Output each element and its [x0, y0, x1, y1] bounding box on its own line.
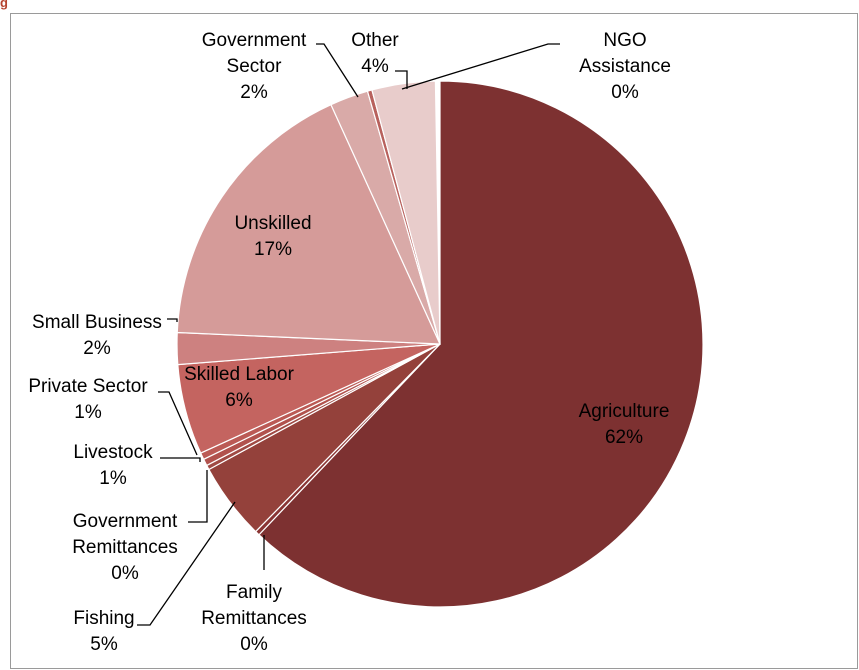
chart-title-fragment: g: [0, 0, 8, 10]
pie-slice-agriculture: [258, 80, 704, 608]
slice-label-skilled-labor: Skilled Labor 6%: [184, 364, 295, 411]
slice-label-agriculture: Agriculture 62%: [579, 401, 670, 448]
leader-line-small-business: [167, 318, 178, 322]
leader-line-government-remittances: [188, 470, 208, 523]
slice-label-ngo-assistance: NGO Assistance 0%: [579, 30, 671, 103]
slice-label-fishing: Fishing 5%: [73, 608, 134, 655]
slice-label-family-remittances: Family Remittances 0%: [201, 582, 307, 655]
pie-slice-unskilled: [176, 103, 441, 345]
leader-line-government-sector: [316, 43, 359, 98]
leader-line-fishing: [137, 501, 236, 626]
leader-line-livestock: [160, 457, 201, 462]
slice-label-government-sector: Government Sector 2%: [202, 30, 307, 103]
leader-line-other: [395, 70, 408, 89]
slice-label-small-business: Small Business 2%: [32, 312, 162, 359]
slice-label-government-remittances: Government Remittances 0%: [72, 511, 178, 584]
slice-label-private-sector: Private Sector 1%: [28, 376, 148, 423]
leader-line-private-sector: [158, 391, 198, 456]
slice-label-other: Other 4%: [351, 30, 399, 77]
slice-label-unskilled: Unskilled 17%: [234, 213, 311, 260]
slice-label-livestock: Livestock 1%: [73, 442, 153, 489]
leader-line-ngo-assistance: [401, 43, 560, 90]
pie-slice-other: [371, 80, 441, 345]
